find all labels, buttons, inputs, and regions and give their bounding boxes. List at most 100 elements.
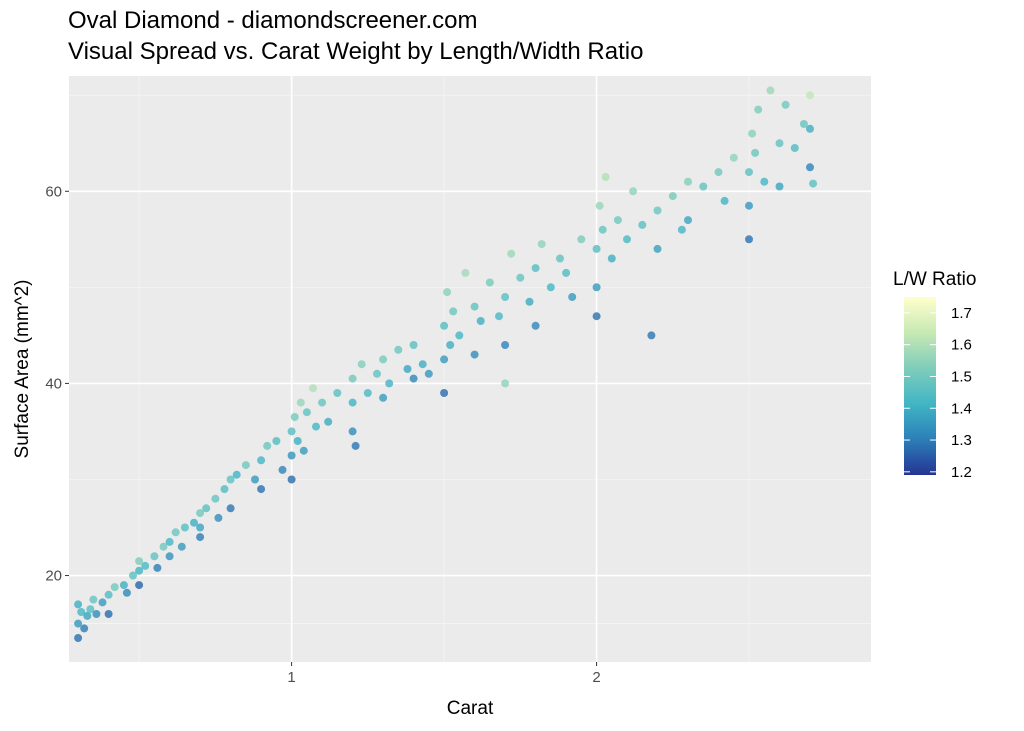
- data-point: [766, 86, 775, 95]
- data-point: [443, 288, 452, 297]
- data-point: [461, 268, 470, 277]
- legend-tick-label: 1.6: [951, 337, 972, 354]
- plot-panel: [69, 76, 871, 662]
- data-point: [592, 244, 601, 253]
- data-point: [119, 581, 128, 590]
- y-tick-label: 40: [45, 375, 62, 392]
- data-point: [501, 379, 510, 388]
- data-point: [180, 523, 189, 532]
- data-point: [525, 297, 534, 306]
- data-point: [373, 369, 381, 378]
- data-point: [485, 278, 494, 287]
- data-point: [720, 196, 729, 205]
- data-point: [653, 206, 662, 215]
- legend-tick-label: 1.2: [951, 464, 972, 481]
- data-point: [226, 504, 235, 513]
- data-point: [806, 91, 814, 100]
- data-point: [196, 509, 205, 518]
- data-point: [760, 177, 769, 186]
- data-point: [287, 427, 296, 436]
- data-point: [263, 441, 272, 450]
- data-point: [595, 201, 604, 210]
- data-point: [424, 369, 433, 378]
- data-point: [799, 120, 808, 128]
- data-point: [607, 254, 616, 263]
- data-point: [699, 182, 708, 191]
- data-point: [324, 417, 333, 426]
- data-point: [495, 312, 503, 321]
- scatter-points: [74, 86, 818, 642]
- data-point: [729, 153, 738, 162]
- data-point: [598, 225, 607, 234]
- chart-subtitle: Visual Spread vs. Carat Weight by Length…: [68, 38, 643, 65]
- data-point: [440, 389, 449, 397]
- x-tick-label: 2: [592, 669, 600, 686]
- data-point: [348, 398, 357, 407]
- data-point: [104, 610, 113, 618]
- data-point: [129, 571, 137, 580]
- data-point: [92, 610, 101, 618]
- data-point: [211, 494, 220, 503]
- data-point: [287, 475, 296, 484]
- data-point: [546, 283, 555, 292]
- data-point: [531, 321, 540, 330]
- data-point: [537, 240, 546, 249]
- data-point: [110, 583, 119, 592]
- data-point: [226, 475, 235, 484]
- data-point: [299, 446, 308, 455]
- data-point: [309, 384, 317, 393]
- data-point: [409, 374, 418, 383]
- data-point: [775, 139, 784, 148]
- data-point: [287, 451, 296, 460]
- data-point: [171, 528, 180, 537]
- data-point: [601, 172, 610, 181]
- data-point: [98, 598, 107, 607]
- data-point: [363, 389, 372, 397]
- data-point: [748, 129, 757, 138]
- legend-tick-label: 1.4: [951, 400, 972, 417]
- data-point: [379, 355, 388, 364]
- data-point: [684, 177, 692, 186]
- data-point: [455, 331, 464, 340]
- data-point: [754, 105, 763, 114]
- data-point: [568, 293, 577, 301]
- data-point: [613, 216, 622, 225]
- data-point: [440, 355, 449, 364]
- data-point: [196, 523, 205, 532]
- data-point: [190, 518, 198, 527]
- data-point: [470, 302, 479, 311]
- data-point: [418, 360, 427, 369]
- chart-title: Oval Diamond - diamondscreener.com: [68, 7, 478, 34]
- data-point: [159, 542, 168, 551]
- legend-tick-label: 1.7: [951, 305, 972, 322]
- y-tick-label: 60: [45, 183, 62, 200]
- data-point: [745, 168, 753, 177]
- data-point: [333, 389, 342, 397]
- legend-tick-label: 1.5: [951, 368, 972, 385]
- data-point: [312, 422, 320, 431]
- data-point: [440, 321, 449, 330]
- data-point: [531, 264, 540, 273]
- data-point: [122, 588, 131, 597]
- data-point: [629, 187, 638, 196]
- data-point: [232, 470, 241, 479]
- data-point: [745, 235, 753, 244]
- data-point: [302, 408, 311, 417]
- data-point: [196, 533, 205, 542]
- data-point: [677, 225, 686, 234]
- data-point: [202, 504, 211, 513]
- data-point: [220, 485, 229, 494]
- data-point: [177, 542, 186, 551]
- data-point: [379, 393, 388, 402]
- data-point: [476, 317, 485, 325]
- data-point: [449, 307, 458, 316]
- data-point: [351, 441, 360, 450]
- data-point: [104, 590, 113, 599]
- data-point: [577, 235, 586, 244]
- data-point: [394, 345, 403, 354]
- y-axis-label: Surface Area (mm^2): [12, 280, 33, 459]
- data-point: [592, 312, 601, 321]
- data-point: [501, 293, 510, 301]
- data-point: [790, 144, 799, 152]
- y-tick-label: 20: [45, 568, 62, 585]
